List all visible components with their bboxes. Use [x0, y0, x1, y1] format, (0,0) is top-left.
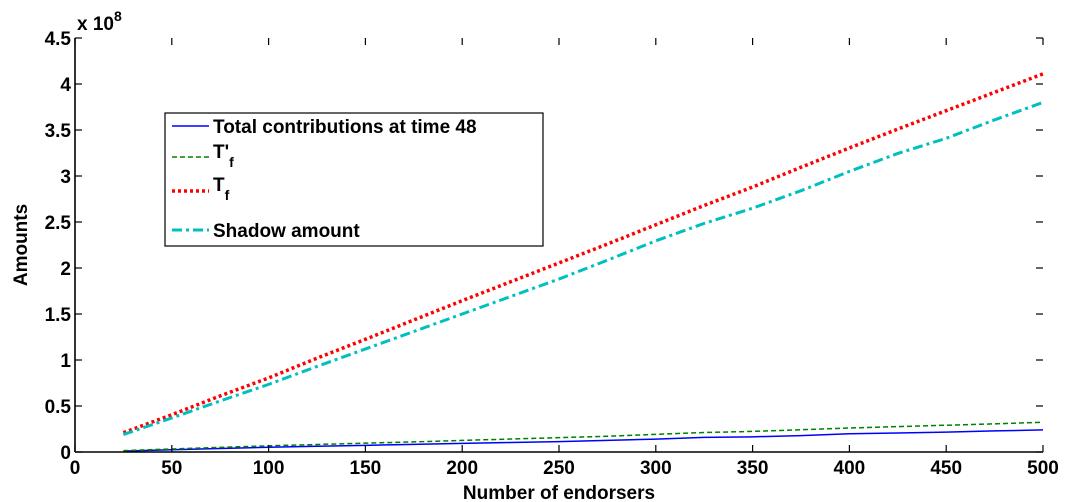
y-tick-label: 3.5	[45, 121, 72, 142]
legend-label-t-prime: T'	[213, 142, 229, 163]
y-ticks: 0 0.5 1 1.5 2 2.5 3 3.5 4 4.5	[45, 29, 1043, 464]
x-tick-label: 450	[930, 458, 962, 479]
legend-label-total-contributions: Total contributions at time 48	[213, 117, 477, 138]
y-exponent-base: x 10	[77, 14, 114, 35]
series-line-0	[123, 429, 1044, 452]
x-tick-label: 150	[350, 458, 382, 479]
x-axis-title: Number of endorsers	[463, 483, 655, 502]
series-line-2	[122, 72, 1044, 435]
y-tick-label: 0.5	[45, 397, 72, 418]
x-tick-label: 500	[1027, 458, 1059, 479]
x-tick-label: 50	[161, 458, 182, 479]
y-tick-label: 4	[60, 75, 71, 96]
legend: Total contributions at time 48 T'f Tf Sh…	[164, 112, 544, 247]
y-tick-label: 3	[60, 167, 71, 188]
x-tick-label: 200	[446, 458, 478, 479]
y-tick-label: 2.5	[45, 213, 72, 234]
y-tick-label: 2	[60, 259, 71, 280]
series-line-3	[122, 100, 1044, 436]
x-tick-label: 100	[253, 458, 285, 479]
legend-box	[164, 112, 544, 247]
x-tick-label: 350	[737, 458, 769, 479]
x-tick-label: 400	[834, 458, 866, 479]
y-exponent-label: x 108	[77, 8, 122, 35]
y-exponent-power: 8	[114, 8, 122, 24]
series-line-1	[123, 421, 1044, 452]
y-tick-label: 4.5	[45, 29, 72, 50]
legend-label-t-prime-f: T'f	[213, 142, 234, 170]
legend-label-t-prime-sub: f	[229, 154, 234, 170]
y-axis-title: Amounts	[11, 204, 32, 286]
legend-label-t: T	[213, 175, 225, 196]
series-layer	[122, 72, 1044, 452]
y-tick-label: 1.5	[45, 305, 72, 326]
x-tick-label: 0	[70, 458, 81, 479]
legend-label-shadow-amount: Shadow amount	[213, 221, 360, 242]
legend-label-t-f: Tf	[213, 175, 230, 203]
legend-label-t-sub: f	[225, 187, 230, 203]
x-ticks: 0 50 100 150 200 250 300 350 400 450 500	[70, 38, 1059, 479]
y-tick-label: 0	[60, 443, 71, 464]
x-tick-label: 250	[543, 458, 575, 479]
x-tick-label: 300	[640, 458, 672, 479]
y-tick-label: 1	[60, 351, 71, 372]
